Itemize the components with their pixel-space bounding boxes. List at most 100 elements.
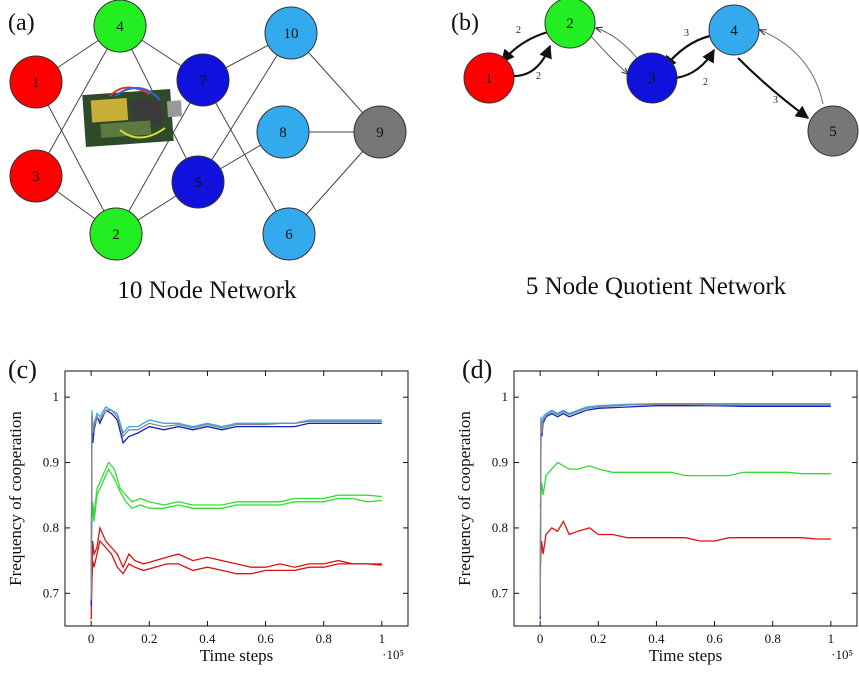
panel-d: (d) 0 0.2 0.4 0.6 0.8 1 0.7 0.8 0.9 1 Time steps Fr…	[455, 355, 858, 665]
node-circle	[256, 105, 310, 159]
edge-2-to-3	[588, 33, 628, 74]
series-line-1	[539, 519, 831, 568]
node-label: 3	[648, 71, 656, 87]
x-tick-label: 0.4	[199, 631, 216, 646]
node-circle	[9, 149, 63, 203]
series-line-3	[539, 405, 831, 620]
quotient-node-1: 1	[463, 52, 515, 104]
panel-a-label: (a)	[8, 10, 35, 36]
node-10: 10	[264, 6, 318, 60]
node-9: 9	[353, 105, 407, 159]
node-2: 2	[89, 207, 143, 261]
x-tick-label: 0	[88, 631, 95, 646]
node-circle	[171, 155, 225, 209]
panel-c: (c) 0 0.2 0.4 0.6 0.8 1 0.7 0.8 0.9 1 Time steps Fr…	[6, 355, 409, 665]
node-label: 5	[194, 175, 202, 191]
node-circle	[93, 0, 147, 53]
series-line-4	[539, 403, 831, 613]
edge-1-to-2	[513, 44, 552, 78]
node-circle	[262, 207, 316, 261]
y-tick-label: 0.9	[492, 455, 508, 470]
edge-weight-3-4: 2	[703, 77, 708, 88]
x-tick-label: 1	[828, 631, 835, 646]
node-label: 7	[199, 73, 207, 89]
edge-weight-4-3: 3	[684, 28, 689, 39]
x-axis-label: Time steps	[649, 646, 723, 665]
panel-a-nodes: 1 2 3 4 5 6 7 8 9 10	[9, 0, 407, 261]
plot-frame	[64, 370, 409, 627]
node-7: 7	[176, 53, 230, 107]
node-label: 8	[279, 125, 287, 141]
node-8: 8	[256, 105, 310, 159]
panel-b-nodes: 1 2 3 4 5	[463, 0, 859, 157]
plot-frame	[513, 370, 858, 627]
chart-d: 0 0.2 0.4 0.6 0.8 1 0.7 0.8 0.9 1 Time steps Freque…	[455, 370, 858, 665]
edge-1-2	[35, 81, 117, 235]
node-6: 6	[262, 207, 316, 261]
node-circle	[264, 6, 318, 60]
x-tick-label: 0.2	[141, 631, 157, 646]
edge-3-to-2	[596, 28, 641, 63]
node-circle	[626, 52, 678, 104]
x-tick-label: 0.8	[316, 631, 332, 646]
node-circle	[353, 105, 407, 159]
x-multiplier-label: ·10⁵	[831, 647, 853, 662]
node-circle	[176, 53, 230, 107]
node-circle	[807, 105, 859, 157]
node-label: 4	[116, 19, 124, 35]
edge-weight-2-1: 2	[516, 25, 521, 36]
node-5: 5	[171, 155, 225, 209]
x-axis-label: Time steps	[200, 646, 274, 665]
y-axis-label: Frequency of cooperation	[455, 411, 474, 586]
node-label: 1	[485, 71, 493, 87]
series-line-2	[539, 461, 831, 509]
y-tick-label: 0.8	[492, 520, 508, 535]
panel-b-label: (b)	[451, 10, 479, 36]
edge-3-to-4	[675, 48, 715, 80]
quotient-node-4: 4	[708, 4, 760, 56]
node-circle	[9, 55, 63, 109]
circuit-board-icon	[82, 86, 183, 148]
y-tick-label: 0.9	[43, 455, 59, 470]
x-tick-label: 0.6	[257, 631, 274, 646]
y-tick-label: 0.8	[43, 520, 59, 535]
node-circle	[463, 52, 515, 104]
edge-2-to-1	[501, 30, 549, 64]
node-circle	[544, 0, 596, 49]
chart-c: 0 0.2 0.4 0.6 0.8 1 0.7 0.8 0.9 1 Time steps Freque…	[6, 370, 409, 665]
node-label: 6	[285, 227, 293, 243]
edge-5-to-4	[760, 30, 824, 105]
quotient-node-3: 3	[626, 52, 678, 104]
x-tick-label: 0.4	[648, 631, 665, 646]
series-line-4	[90, 467, 382, 528]
node-label: 5	[829, 124, 837, 140]
panel-d-label: (d)	[462, 355, 492, 384]
y-tick-label: 0.7	[43, 585, 60, 600]
node-circle	[708, 4, 760, 56]
node-1: 1	[9, 55, 63, 109]
x-tick-label: 0	[537, 631, 544, 646]
panel-c-label: (c)	[8, 355, 37, 384]
edge-4-to-5	[737, 57, 810, 119]
panel-b-caption: 5 Node Quotient Network	[526, 273, 787, 300]
node-label: 4	[730, 23, 738, 39]
y-tick-label: 1	[502, 389, 509, 404]
edge-3-4	[35, 25, 121, 177]
node-circle	[89, 207, 143, 261]
series-line-5	[539, 403, 831, 617]
series-line-2	[90, 539, 382, 600]
node-label: 9	[376, 125, 384, 141]
edge-weight-4-5: 3	[773, 95, 778, 106]
node-3: 3	[9, 149, 63, 203]
x-multiplier-label: ·10⁵	[382, 647, 404, 662]
edge-7-6	[202, 79, 290, 235]
series-line-5	[90, 409, 382, 607]
series-line-1	[90, 525, 382, 620]
node-label: 10	[284, 26, 299, 42]
x-tick-label: 0.8	[765, 631, 781, 646]
panel-b: (b) 2 2 3 2 3 1 2 3 4 5 5 Node Quotient Netw…	[451, 0, 859, 300]
node-label: 3	[32, 169, 40, 185]
x-tick-label: 0.2	[590, 631, 606, 646]
series-line-7	[90, 409, 382, 600]
